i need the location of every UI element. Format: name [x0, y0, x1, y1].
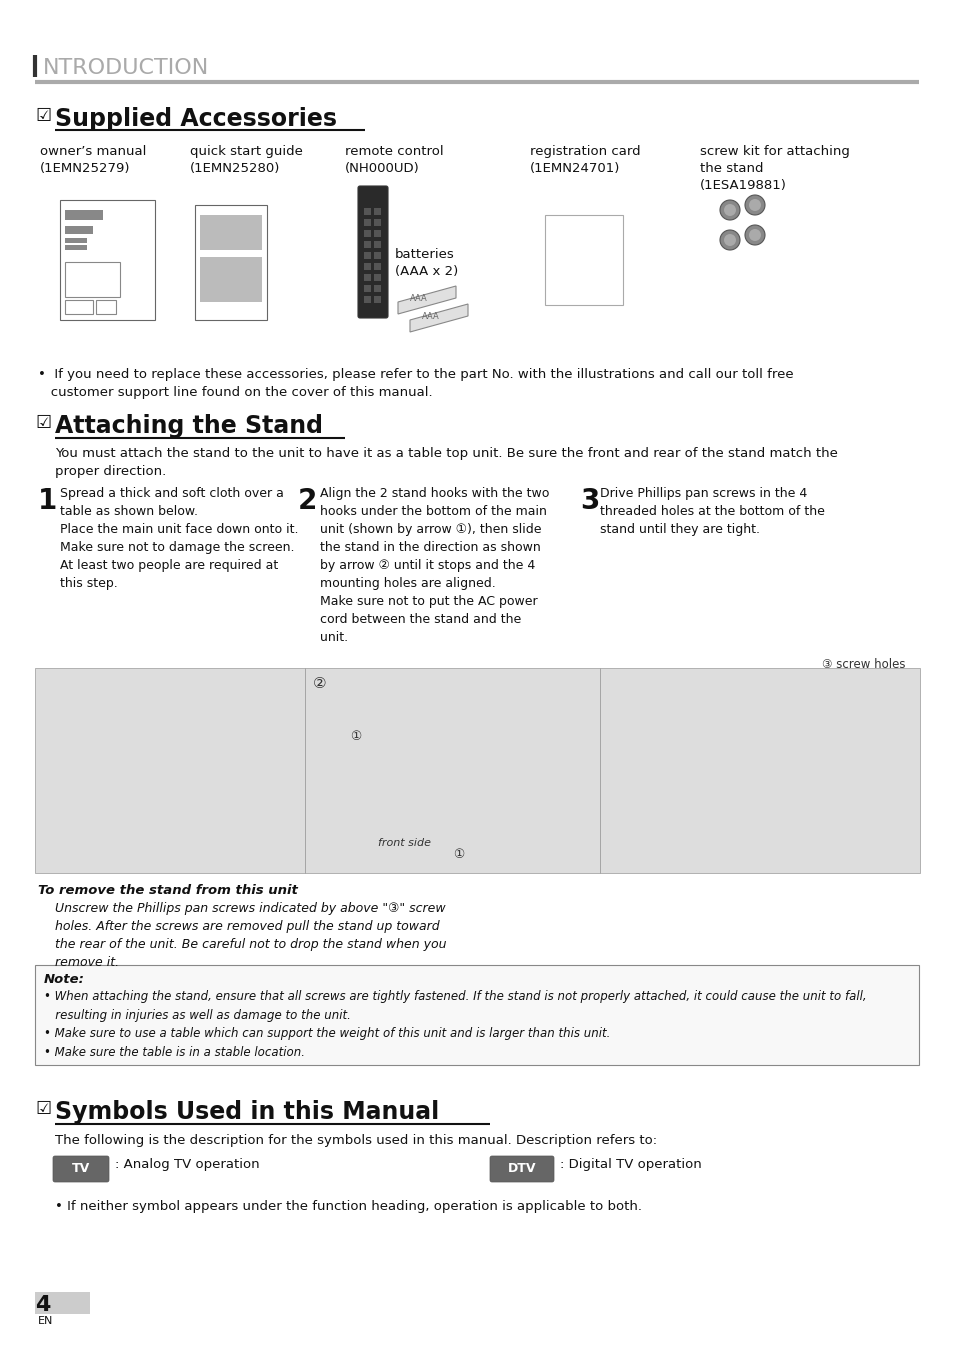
Bar — [60, 200, 154, 319]
Text: To remove the stand from this unit: To remove the stand from this unit — [38, 884, 297, 896]
Text: TV: TV — [71, 1162, 90, 1175]
Text: Unscrew the Phillips pan screws indicated by above "③" screw
holes. After the sc: Unscrew the Phillips pan screws indicate… — [55, 902, 446, 969]
Bar — [364, 252, 371, 259]
Bar — [194, 205, 267, 319]
Text: Drive Phillips pan screws in the 4
threaded holes at the bottom of the
stand unt: Drive Phillips pan screws in the 4 threa… — [599, 487, 824, 537]
Text: •  If you need to replace these accessories, please refer to the part No. with t: • If you need to replace these accessori… — [38, 368, 793, 399]
Text: EN: EN — [38, 1316, 53, 1326]
Text: 2: 2 — [297, 487, 317, 515]
Text: screw kit for attaching
the stand
(1ESA19881): screw kit for attaching the stand (1ESA1… — [700, 146, 849, 191]
Bar — [364, 231, 371, 237]
Bar — [374, 252, 380, 259]
Text: • If neither symbol appears under the function heading, operation is applicable : • If neither symbol appears under the fu… — [55, 1200, 641, 1213]
Text: front side: front side — [377, 838, 431, 848]
Bar — [65, 262, 120, 297]
Bar — [65, 239, 87, 243]
Bar — [65, 301, 92, 314]
Circle shape — [748, 200, 760, 212]
Bar — [65, 245, 87, 249]
Bar — [35, 669, 305, 874]
Bar — [374, 297, 380, 303]
Text: Spread a thick and soft cloth over a
table as shown below.
Place the main unit f: Spread a thick and soft cloth over a tab… — [60, 487, 298, 590]
Bar — [364, 263, 371, 270]
Bar — [599, 669, 919, 874]
Polygon shape — [410, 305, 468, 332]
Text: 1: 1 — [38, 487, 57, 515]
Bar — [65, 226, 92, 235]
Text: ②: ② — [313, 675, 326, 692]
FancyBboxPatch shape — [357, 186, 388, 318]
Text: AAA: AAA — [421, 311, 439, 321]
Text: Attaching the Stand: Attaching the Stand — [55, 414, 323, 438]
Bar — [364, 208, 371, 214]
Bar — [364, 284, 371, 293]
Text: You must attach the stand to the unit to have it as a table top unit. Be sure th: You must attach the stand to the unit to… — [55, 448, 837, 479]
Text: Supplied Accessories: Supplied Accessories — [55, 106, 336, 131]
Text: remote control
(NH000UD): remote control (NH000UD) — [345, 146, 443, 175]
Text: : Digital TV operation: : Digital TV operation — [559, 1158, 701, 1171]
Text: quick start guide
(1EMN25280): quick start guide (1EMN25280) — [190, 146, 302, 175]
Bar — [364, 218, 371, 226]
Text: The following is the description for the symbols used in this manual. Descriptio: The following is the description for the… — [55, 1134, 657, 1147]
Text: ③ screw holes: ③ screw holes — [821, 658, 905, 671]
Bar — [35, 1291, 90, 1314]
Bar — [374, 208, 380, 214]
Circle shape — [744, 195, 764, 214]
Bar — [374, 274, 380, 280]
Circle shape — [748, 229, 760, 241]
Text: ☑: ☑ — [35, 1100, 51, 1117]
Bar — [305, 669, 599, 874]
Text: Align the 2 stand hooks with the two
hooks under the bottom of the main
unit (sh: Align the 2 stand hooks with the two hoo… — [319, 487, 549, 644]
Bar — [364, 297, 371, 303]
Circle shape — [744, 225, 764, 245]
Text: owner’s manual
(1EMN25279): owner’s manual (1EMN25279) — [40, 146, 146, 175]
Bar — [374, 241, 380, 248]
Circle shape — [720, 231, 740, 249]
Text: registration card
(1EMN24701): registration card (1EMN24701) — [530, 146, 640, 175]
Bar — [374, 284, 380, 293]
Circle shape — [720, 200, 740, 220]
Bar — [364, 241, 371, 248]
Text: batteries
(AAA x 2): batteries (AAA x 2) — [395, 248, 457, 278]
Bar — [544, 214, 622, 305]
Bar — [65, 210, 103, 220]
Bar — [35, 965, 918, 1065]
Text: : Analog TV operation: : Analog TV operation — [115, 1158, 259, 1171]
Bar — [96, 301, 116, 314]
Text: • When attaching the stand, ensure that all screws are tightly fastened. If the : • When attaching the stand, ensure that … — [44, 989, 865, 1058]
Text: ☑: ☑ — [35, 106, 51, 125]
Polygon shape — [397, 286, 456, 314]
Text: ①: ① — [453, 848, 464, 861]
Text: Note:: Note: — [44, 973, 85, 985]
Bar — [200, 214, 262, 249]
Bar — [374, 218, 380, 226]
Text: DTV: DTV — [507, 1162, 536, 1175]
Text: AAA: AAA — [410, 294, 427, 303]
Bar — [200, 257, 262, 302]
Bar — [364, 274, 371, 280]
FancyBboxPatch shape — [53, 1157, 109, 1182]
Text: ①: ① — [350, 731, 361, 743]
Text: ☑: ☑ — [35, 414, 51, 431]
Text: NTRODUCTION: NTRODUCTION — [43, 58, 209, 78]
Text: 4: 4 — [35, 1295, 51, 1316]
Bar — [374, 231, 380, 237]
FancyBboxPatch shape — [490, 1157, 554, 1182]
Text: 3: 3 — [579, 487, 598, 515]
Text: Symbols Used in this Manual: Symbols Used in this Manual — [55, 1100, 438, 1124]
Bar — [374, 263, 380, 270]
Circle shape — [723, 204, 735, 216]
Circle shape — [723, 235, 735, 245]
